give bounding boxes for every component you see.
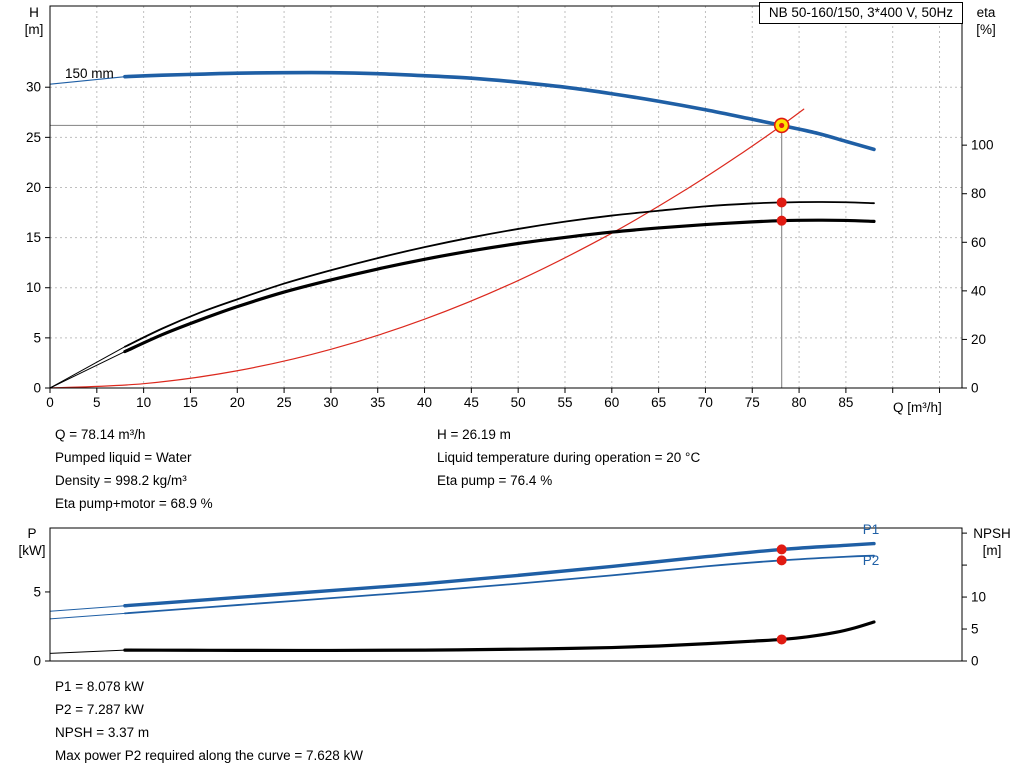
eta-pump-point (776, 197, 787, 208)
npsh-point (776, 634, 787, 645)
svg-text:0: 0 (971, 654, 979, 669)
svg-text:45: 45 (464, 395, 479, 410)
svg-text:40: 40 (971, 283, 986, 298)
p1-point (776, 544, 787, 555)
svg-text:0: 0 (33, 654, 41, 669)
svg-text:0: 0 (971, 381, 979, 396)
eta-axis-unit: [%] (976, 22, 996, 37)
svg-text:55: 55 (557, 395, 572, 410)
svg-text:25: 25 (26, 130, 41, 145)
info-liquid-temperature: Liquid temperature during operation = 20… (437, 450, 701, 465)
svg-text:5: 5 (33, 330, 41, 345)
info-eta-pump-motor: Eta pump+motor = 68.9 % (55, 496, 213, 511)
svg-text:25: 25 (277, 395, 292, 410)
h-axis-symbol: H (29, 5, 39, 20)
power-npsh-chart-plot-border (49, 527, 963, 662)
p2-label: P2 (863, 553, 880, 568)
info-head: H = 26.19 m (437, 427, 511, 442)
svg-text:0: 0 (46, 395, 54, 410)
svg-text:10: 10 (971, 590, 986, 605)
info-p2: P2 = 7.287 kW (55, 702, 144, 717)
svg-text:100: 100 (971, 138, 994, 153)
p1-curve (123, 541, 876, 608)
info-p1: P1 = 8.078 kW (55, 679, 144, 694)
hq-eta-chart-ticks (45, 86, 967, 393)
npsh-axis-symbol: NPSH (973, 526, 1011, 541)
svg-text:10: 10 (26, 280, 41, 295)
svg-text:0: 0 (33, 381, 41, 396)
eta-pump-curve (124, 201, 875, 348)
svg-text:30: 30 (26, 80, 41, 95)
npsh-curve (123, 620, 876, 653)
npsh-axis-unit: [m] (982, 543, 1002, 558)
svg-text:80: 80 (971, 186, 986, 201)
eta-pump-curve-lead (49, 346, 126, 389)
duty-point[interactable] (773, 117, 790, 134)
svg-text:5: 5 (971, 622, 979, 637)
p2-curve (124, 554, 875, 615)
p1-label: P1 (863, 522, 880, 537)
eta-axis-symbol: eta (976, 5, 996, 20)
svg-text:5: 5 (93, 395, 101, 410)
svg-text:20: 20 (26, 180, 41, 195)
p-axis-symbol: P (27, 526, 37, 541)
p-axis-title: P [kW] (10, 525, 54, 559)
power-npsh-chart-ticks (45, 532, 967, 662)
svg-text:15: 15 (183, 395, 198, 410)
svg-text:60: 60 (971, 235, 986, 250)
power-npsh-chart-tick-labels: 0 5 0 5 10 (33, 584, 986, 668)
info-eta-pump: Eta pump = 76.4 % (437, 473, 553, 488)
svg-text:20: 20 (971, 332, 986, 347)
p2-curve-lead (49, 612, 126, 620)
p-axis-unit: [kW] (18, 543, 46, 558)
h-axis-unit: [m] (24, 22, 44, 37)
eta-pump-motor-point (776, 215, 787, 226)
impeller-size-label: 150 mm (65, 66, 114, 81)
info-max-p2: Max power P2 required along the curve = … (55, 748, 364, 763)
info-density: Density = 998.2 kg/m³ (55, 473, 187, 488)
svg-text:75: 75 (745, 395, 760, 410)
eta-axis-title: eta [%] (964, 4, 1008, 38)
hq-eta-chart-tick-labels: 0 5 10 15 20 25 30 35 40 45 50 55 60 65 70 75 80 85 0 5 10 15… (26, 80, 994, 410)
duty-info-left: Q = 78.14 m³/h Pumped liquid = Water Den… (55, 423, 213, 515)
hq-eta-chart-plot-border (49, 5, 963, 389)
svg-text:80: 80 (792, 395, 807, 410)
system-curve (49, 108, 805, 389)
info-flow: Q = 78.14 m³/h (55, 427, 146, 442)
pump-model-title: NB 50-160/150, 3*400 V, 50Hz (758, 2, 963, 24)
duty-info-right: H = 26.19 m Liquid temperature during op… (437, 423, 700, 492)
svg-text:65: 65 (651, 395, 666, 410)
svg-text:70: 70 (698, 395, 713, 410)
npsh-axis-title: NPSH [m] (961, 525, 1023, 559)
svg-text:35: 35 (370, 395, 385, 410)
hq-eta-chart-grid (50, 6, 962, 388)
power-info: P1 = 8.078 kW P2 = 7.287 kW NPSH = 3.37 … (55, 675, 363, 767)
info-npsh: NPSH = 3.37 m (55, 725, 150, 740)
info-pumped-liquid: Pumped liquid = Water (55, 450, 192, 465)
svg-text:30: 30 (323, 395, 338, 410)
svg-text:85: 85 (838, 395, 853, 410)
q-axis-title: Q [m³/h] (893, 400, 942, 415)
svg-text:60: 60 (604, 395, 619, 410)
svg-text:40: 40 (417, 395, 432, 410)
svg-text:15: 15 (26, 230, 41, 245)
pump-curve-lead (49, 76, 126, 85)
svg-text:10: 10 (136, 395, 151, 410)
p1-curve-lead (49, 605, 126, 612)
svg-text:20: 20 (230, 395, 245, 410)
eta-pump-motor-curve-lead (49, 351, 126, 389)
p2-point (776, 555, 787, 566)
svg-text:5: 5 (33, 584, 41, 599)
h-axis-title: H [m] (15, 4, 53, 38)
svg-text:50: 50 (511, 395, 526, 410)
npsh-curve-lead (49, 649, 126, 654)
